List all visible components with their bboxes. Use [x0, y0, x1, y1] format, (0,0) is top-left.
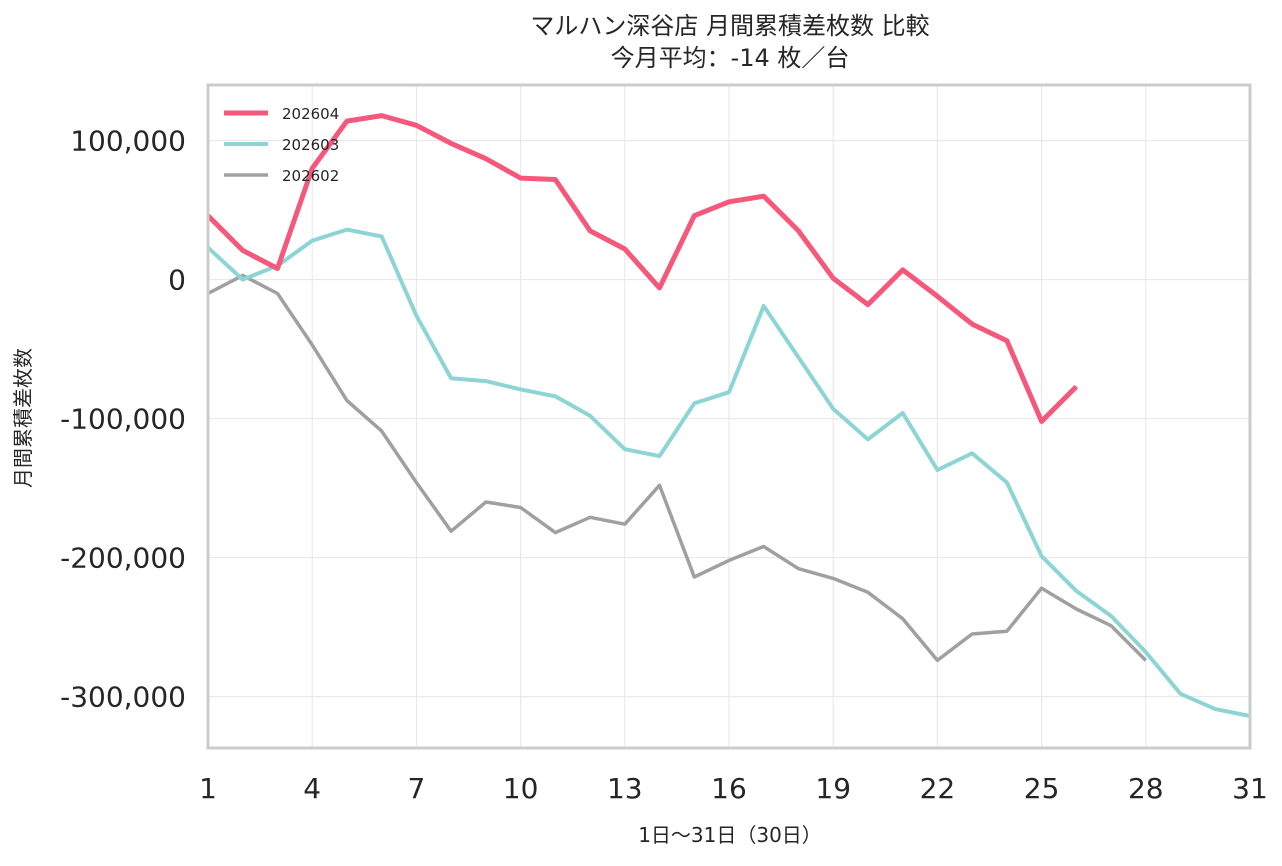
x-tick-label: 28: [1128, 772, 1164, 805]
x-tick-label: 19: [815, 772, 851, 805]
series-lines: [206, 113, 1251, 718]
series-line-202603: [206, 227, 1251, 718]
x-tick-label: 16: [711, 772, 747, 805]
x-tick-label: 1: [199, 772, 217, 805]
x-tick-label: 25: [1024, 772, 1060, 805]
x-tick-label: 13: [607, 772, 643, 805]
plot-frame: [206, 83, 1252, 750]
series-line-202602: [207, 273, 1148, 663]
x-tick-label: 31: [1232, 772, 1268, 805]
x-tick-label: 4: [303, 772, 321, 805]
chart-title: マルハン深谷店 月間累積差枚数 比較: [530, 12, 929, 40]
chart-subtitle: 今月平均：-14 枚／台: [611, 44, 850, 72]
x-axis-ticks: 1 4 7 10 13 16 19 22 25 28 31: [199, 772, 1268, 805]
y-tick-label: -300,000: [60, 681, 186, 714]
legend-label: 202603: [282, 136, 339, 154]
y-axis-ticks: 100,000 0 -100,000 -200,000 -300,000: [60, 125, 186, 714]
x-tick-label: 22: [920, 772, 956, 805]
series-line-202604: [206, 113, 1079, 424]
y-axis-label: 月間累積差枚数: [11, 348, 35, 488]
x-axis-label: 1日〜31日（30日）: [638, 823, 822, 847]
y-tick-label: -200,000: [60, 542, 186, 575]
x-tick-label: 10: [503, 772, 539, 805]
legend: 202604 202603 202602: [224, 105, 339, 185]
legend-label: 202604: [282, 105, 339, 123]
y-tick-label: -100,000: [60, 403, 186, 436]
x-tick-label: 7: [407, 772, 425, 805]
y-tick-label: 100,000: [70, 125, 186, 158]
y-tick-label: 0: [168, 264, 186, 297]
legend-label: 202602: [282, 167, 339, 185]
